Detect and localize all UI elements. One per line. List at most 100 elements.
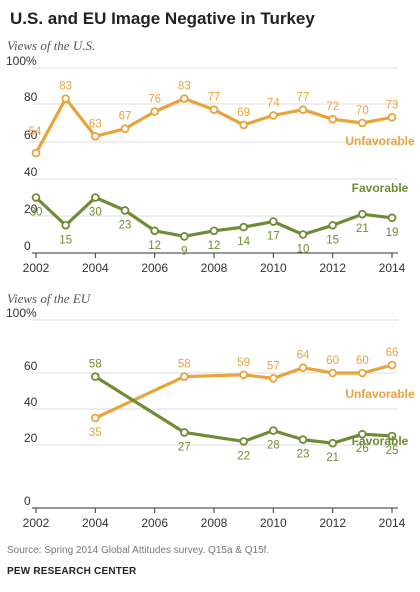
data-label: 23	[119, 219, 132, 231]
series-label: Unfavorable	[345, 387, 415, 401]
data-label: 28	[267, 440, 280, 452]
data-label: 66	[386, 347, 399, 359]
data-point	[209, 226, 219, 236]
x-tick-label: 2012	[319, 261, 346, 275]
series-label: Unfavorable	[345, 134, 415, 148]
data-point	[298, 230, 308, 239]
data-label: 35	[89, 427, 102, 439]
data-point	[180, 428, 189, 437]
data-point	[358, 118, 367, 128]
data-point	[387, 213, 397, 223]
data-label: 30	[89, 207, 102, 219]
data-label: 12	[148, 240, 161, 252]
series-line	[94, 375, 393, 445]
data-label: 76	[148, 94, 161, 106]
data-point	[358, 429, 367, 439]
data-point	[150, 107, 159, 116]
data-label: 57	[267, 360, 280, 372]
data-point	[91, 413, 100, 423]
data-label: 17	[267, 231, 280, 243]
data-point	[239, 120, 248, 130]
data-label: 22	[237, 450, 250, 462]
data-point	[239, 437, 248, 446]
data-point	[328, 438, 337, 448]
x-tick-label: 2002	[23, 261, 50, 275]
data-point	[298, 105, 308, 114]
data-label: 21	[356, 223, 369, 235]
y-tick-label: 40	[24, 165, 38, 179]
data-point	[387, 431, 397, 441]
data-label: 25	[386, 445, 399, 457]
data-point	[328, 368, 337, 378]
data-label: 30	[30, 207, 43, 219]
data-label: 14	[237, 236, 250, 248]
data-label: 23	[297, 449, 310, 461]
data-label: 54	[29, 126, 42, 138]
data-label: 60	[356, 355, 369, 367]
x-tick-label: 2008	[201, 261, 228, 275]
data-point	[298, 435, 308, 444]
data-label: 77	[297, 92, 310, 104]
series-label: Favorable	[352, 181, 409, 195]
data-point	[298, 363, 308, 373]
data-point	[120, 206, 130, 215]
data-point	[269, 111, 278, 120]
x-tick-label: 2004	[82, 261, 109, 275]
y-tick-label: 60	[24, 128, 38, 142]
data-label: 58	[178, 359, 191, 371]
data-point	[91, 132, 100, 141]
y-tick-label: 100%	[6, 306, 37, 320]
y-tick-label: 20	[24, 202, 38, 216]
x-tick-label: 2002	[23, 516, 50, 530]
data-point	[120, 124, 130, 133]
data-point	[328, 114, 337, 124]
x-tick-label: 2010	[260, 261, 287, 275]
data-point	[180, 94, 189, 103]
y-tick-label: 40	[24, 395, 38, 409]
data-point	[150, 226, 159, 236]
data-label: 69	[237, 107, 250, 119]
data-point	[61, 220, 70, 230]
data-label: 77	[208, 92, 221, 104]
data-label: 60	[326, 355, 339, 367]
eu-panel-subtitle: Views of the EU	[7, 291, 91, 306]
series-line	[94, 363, 393, 420]
series-unfavorable: 35 58 59 57 64 60 60 66 Unfavorable	[89, 347, 415, 439]
data-label: 10	[297, 244, 310, 256]
data-label: 83	[59, 81, 72, 93]
x-tick-label: 2012	[319, 516, 346, 530]
data-point	[269, 374, 278, 383]
us-panel-subtitle: Views of the U.S.	[7, 38, 96, 53]
y-tick-label: 0	[24, 494, 31, 508]
source-note: Source: Spring 2014 Global Attitudes sur…	[7, 545, 270, 556]
data-label: 67	[119, 111, 132, 123]
data-label: 58	[89, 359, 102, 371]
y-tick-label: 0	[24, 239, 31, 253]
x-tick-label: 2006	[141, 261, 168, 275]
chart-title: U.S. and EU Image Negative in Turkey	[10, 9, 315, 28]
data-point	[31, 148, 41, 158]
data-label: 12	[208, 240, 221, 252]
data-label: 27	[178, 441, 191, 453]
data-label: 26	[356, 443, 369, 455]
x-tick-label: 2010	[260, 516, 287, 530]
y-tick-label: 60	[24, 359, 38, 373]
x-tick-label: 2014	[379, 516, 406, 530]
data-point	[31, 193, 41, 202]
data-point	[61, 94, 70, 103]
y-tick-label: 20	[24, 431, 38, 445]
data-label: 9	[181, 245, 187, 257]
data-label: 74	[267, 97, 280, 109]
data-label: 70	[356, 105, 369, 117]
data-label: 15	[326, 234, 339, 246]
data-point	[269, 217, 278, 226]
data-point	[91, 193, 100, 202]
x-tick-label: 2006	[141, 516, 168, 530]
data-label: 15	[59, 234, 72, 246]
data-point	[239, 222, 248, 232]
data-label: 64	[297, 350, 310, 362]
eu-panel: 0 20 40 60 100% 2002 2004 2006 2008 2010 2012 2014 3…	[6, 306, 415, 530]
data-label: 83	[178, 81, 191, 93]
